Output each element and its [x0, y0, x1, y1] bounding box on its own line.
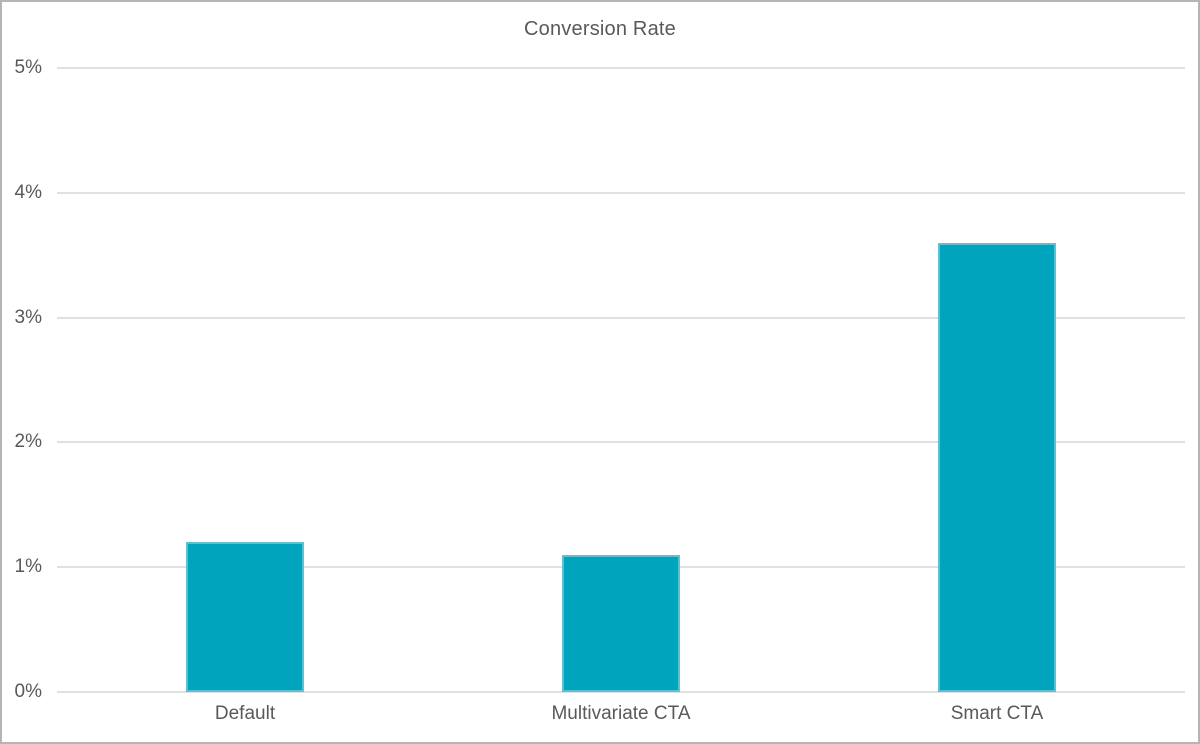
gridline-4% [57, 191, 1185, 194]
y-axis-tick-label: 4% [14, 181, 42, 203]
bar-default [186, 542, 304, 692]
y-axis-tick-label: 1% [14, 556, 42, 578]
bar-multivariate-cta [562, 554, 680, 692]
x-axis-label-default: Default [214, 703, 276, 724]
chart-title: Conversion Rate [524, 18, 676, 40]
gridline-3% [57, 316, 1185, 319]
x-axis-label-smart-cta: Smart CTA [950, 703, 1044, 724]
y-axis-tick-label: 5% [14, 57, 42, 78]
x-axis-label-multivariate-cta: Multivariate CTA [551, 703, 691, 724]
bar-smart-cta [938, 242, 1056, 692]
y-axis-tick-label: 2% [14, 431, 42, 453]
y-axis-tick-label: 0% [14, 681, 42, 702]
gridline-2% [57, 441, 1185, 444]
y-axis-tick-label: 3% [14, 306, 42, 328]
plot-area [57, 67, 1185, 693]
gridline-0% [57, 691, 1185, 693]
gridline-5% [57, 67, 1185, 69]
